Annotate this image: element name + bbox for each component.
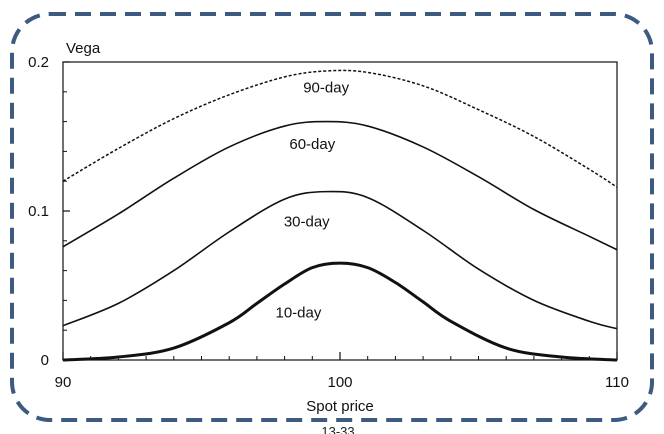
x-tick-label-110: 110 bbox=[605, 374, 629, 391]
series-line-60-day bbox=[62, 120, 618, 251]
series-label-90-day: 90-day bbox=[303, 79, 349, 96]
x-axis-title: Spot price bbox=[306, 398, 374, 415]
x-tick-label-100: 100 bbox=[327, 374, 352, 391]
plot-area bbox=[62, 61, 618, 361]
footer-page-number: 13-33 bbox=[321, 424, 354, 434]
series-layer bbox=[62, 69, 618, 362]
series-line-30-day bbox=[62, 190, 618, 330]
series-label-60-day: 60-day bbox=[289, 136, 335, 153]
y-tick-label-0.2: 0.2 bbox=[28, 54, 49, 71]
dashed-frame bbox=[10, 12, 654, 422]
y-tick-label-0.1: 0.1 bbox=[28, 203, 49, 220]
series-line-90-day bbox=[62, 69, 618, 188]
y-tick-label-0: 0 bbox=[41, 352, 49, 369]
series-label-30-day: 30-day bbox=[284, 213, 330, 230]
series-line-10-day bbox=[62, 261, 618, 362]
x-tick-label-90: 90 bbox=[55, 374, 72, 391]
y-axis-ticks bbox=[63, 61, 70, 361]
series-label-10-day: 10-day bbox=[276, 304, 322, 321]
y-axis-title: Vega bbox=[66, 40, 101, 57]
